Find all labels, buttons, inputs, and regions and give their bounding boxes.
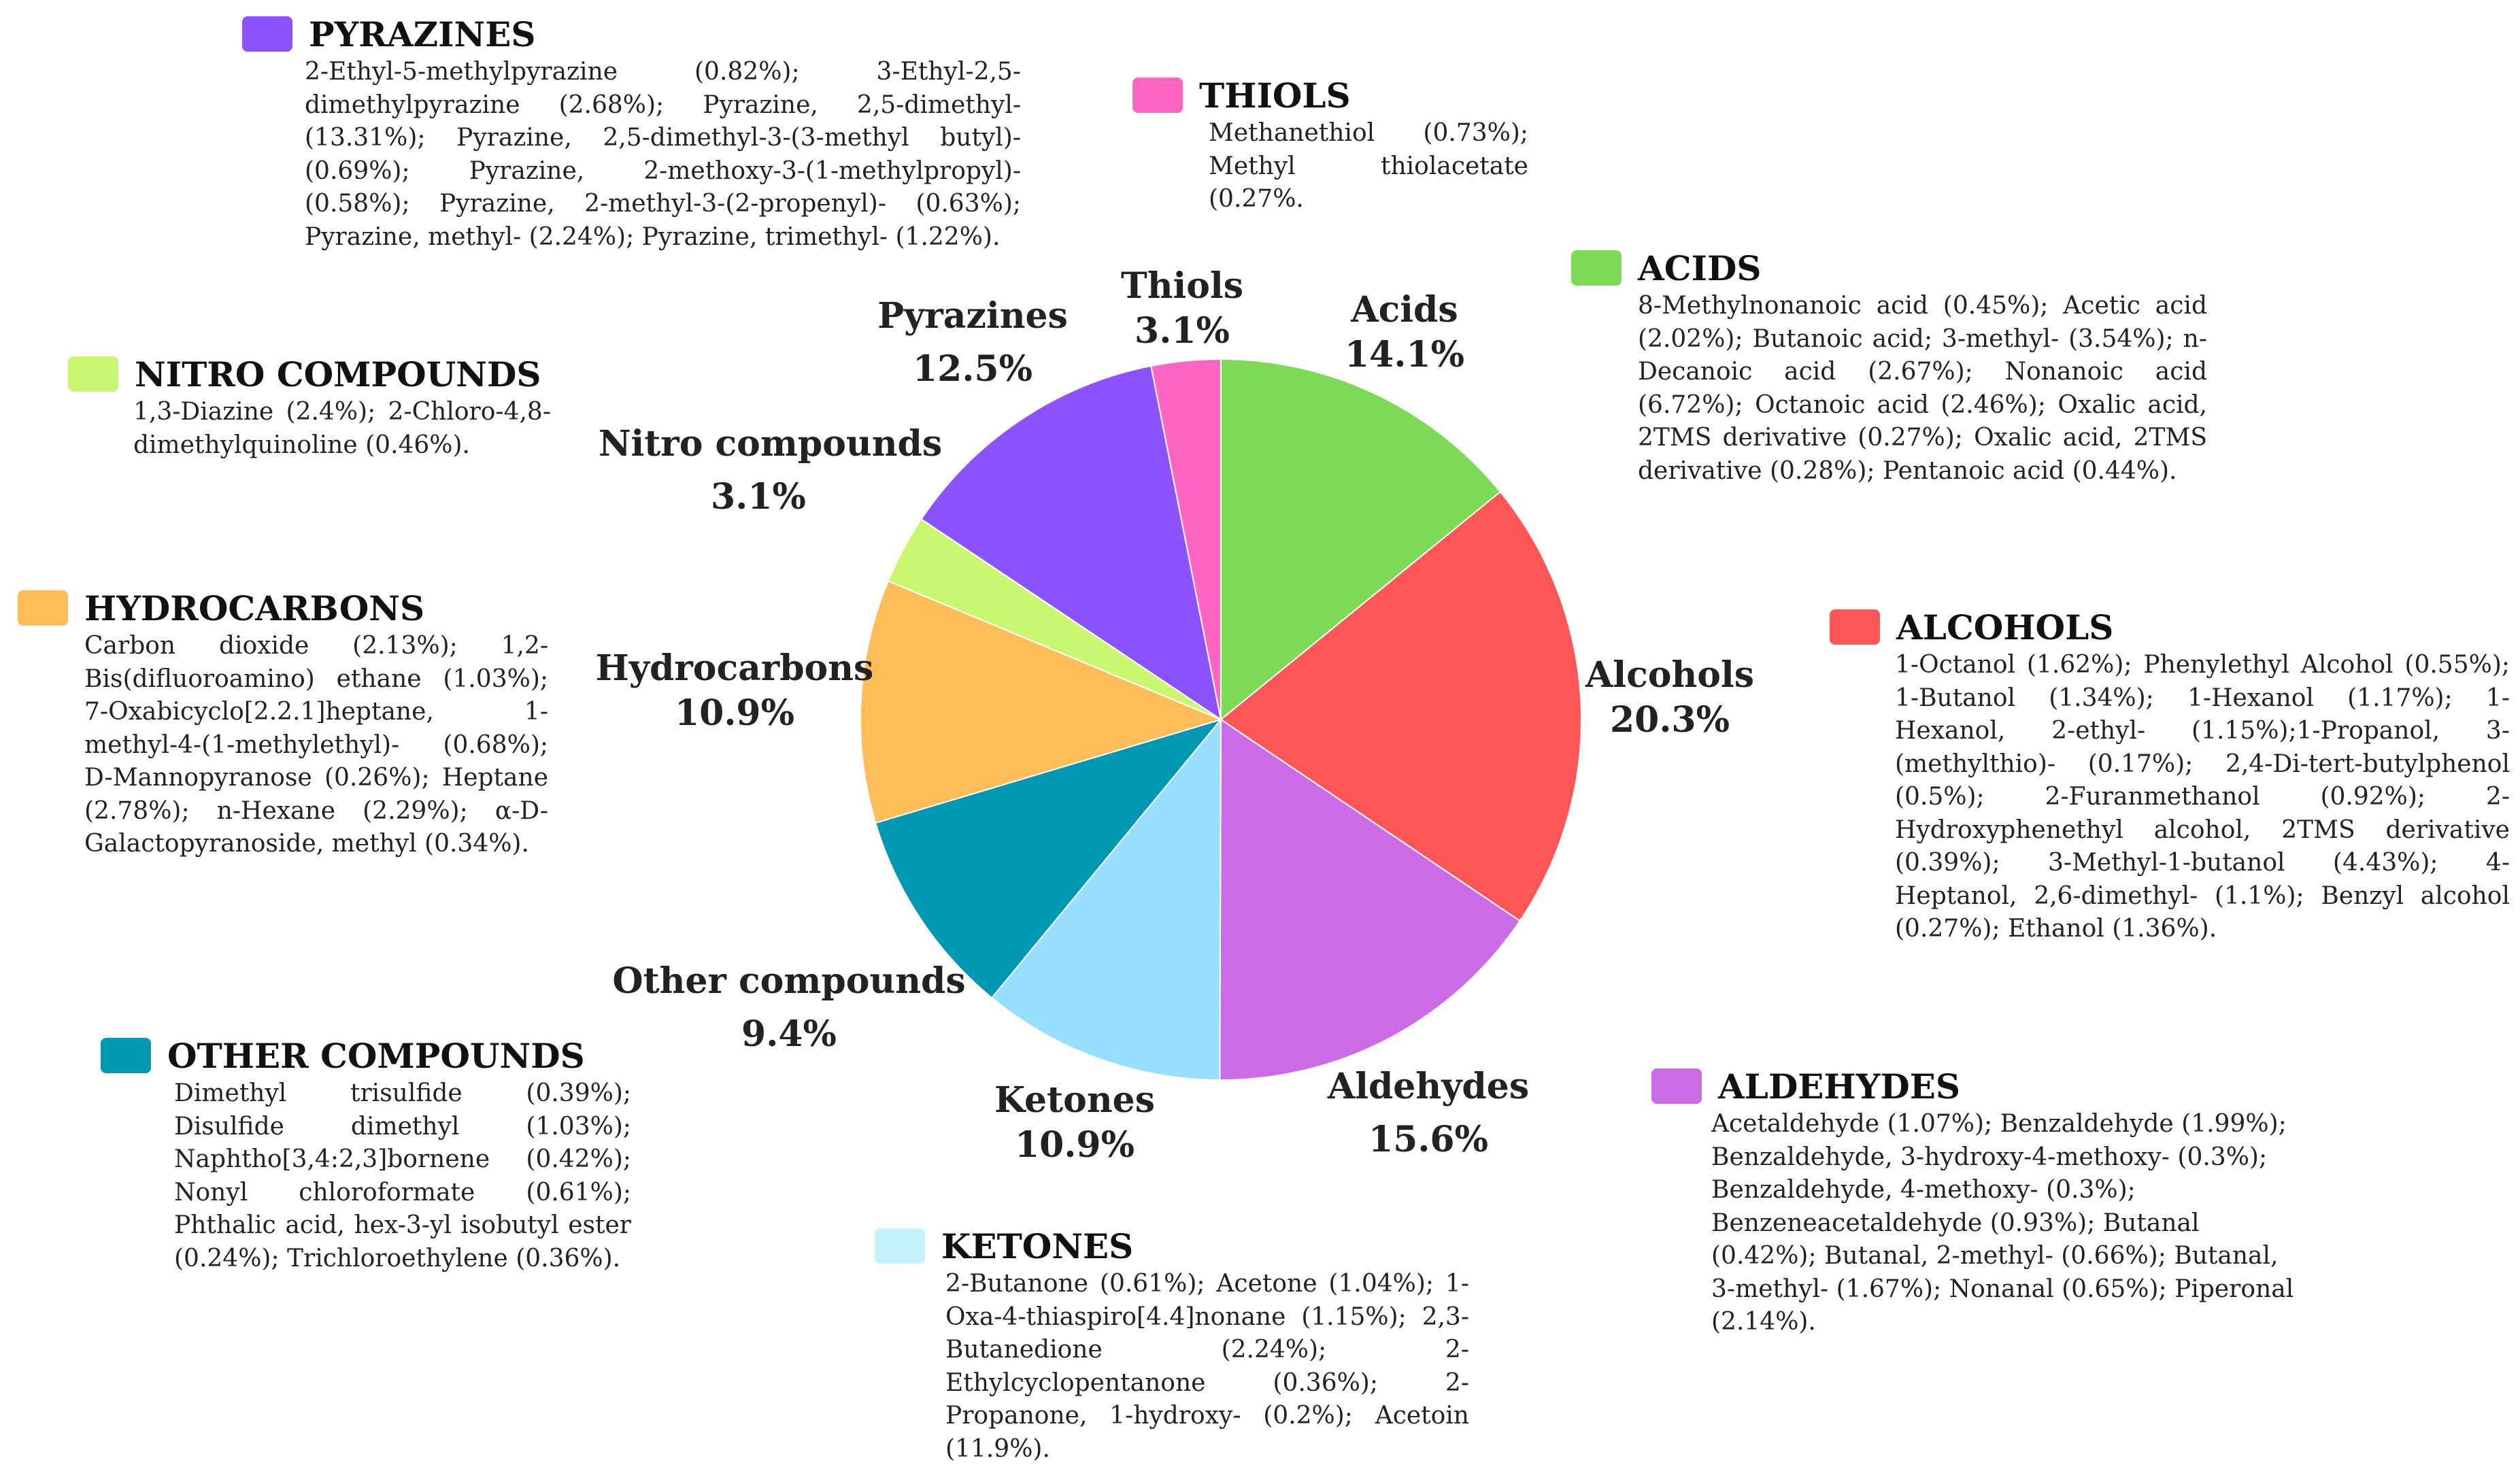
legend-nitro: NITRO COMPOUNDS 1,3-Diazine (2.4%); 2-Ch… <box>68 352 551 462</box>
legend-title: ALCOHOLS <box>1896 607 2114 647</box>
slice-label-nitro: Nitro compounds 3.1% <box>599 422 943 520</box>
alcohols-swatch <box>1830 609 1880 645</box>
legend-text: Carbon dioxide (2.13%); 1,2-Bis(difluoro… <box>84 632 548 858</box>
acids-swatch <box>1571 250 1622 286</box>
slice-name: Acids <box>1351 289 1458 331</box>
pie-slice-pyrazines <box>920 365 1222 722</box>
slice-name: Hydrocarbons <box>595 647 874 689</box>
slice-name: Aldehydes <box>1327 1066 1530 1107</box>
legend-title: PYRAZINES <box>309 14 536 54</box>
slice-label-alcohols: Alcohols 20.3% <box>1578 653 1762 743</box>
legend-text: 1-Octanol (1.62%); Phenylethyl Alcohol (… <box>1895 651 2510 943</box>
slice-name: Nitro compounds <box>599 423 943 465</box>
legend-hydrocarbons: HYDROCARBONS Carbon dioxide (2.13%); 1,2… <box>18 586 548 861</box>
slice-label-thiols: Thiols 3.1% <box>1114 264 1250 354</box>
pie-slice-aldehydes <box>1219 718 1521 1081</box>
legend-title: NITRO COMPOUNDS <box>135 354 541 394</box>
slice-label-aldehydes: Aldehydes 15.6% <box>1320 1064 1537 1162</box>
legend-alcohols: ALCOHOLS 1-Octanol (1.62%); Phenylethyl … <box>1830 605 2510 946</box>
slice-percent: 15.6% <box>1368 1119 1489 1160</box>
slice-label-acids: Acids 14.1% <box>1326 288 1483 377</box>
pyrazines-swatch <box>242 16 292 52</box>
aldehydes-swatch <box>1651 1068 1702 1104</box>
legend-title: ACIDS <box>1638 248 1762 288</box>
legend-text: Acetaldehyde (1.07%); Benzaldehyde (1.99… <box>1711 1110 2294 1336</box>
slice-name: Alcohols <box>1585 654 1754 696</box>
legend-text: Methanethiol (0.73%); Methyl thiolacetat… <box>1209 119 1528 213</box>
slice-label-hydrocarbons: Hydrocarbons 10.9% <box>585 646 884 736</box>
slice-percent: 3.1% <box>1135 310 1230 352</box>
pie-slice-other <box>875 718 1223 999</box>
legend-other: OTHER COMPOUNDS Dimethyl trisulfide (0.3… <box>101 1034 631 1275</box>
legend-text: 2-Ethyl-5-methylpyrazine (0.82%); 3-Ethy… <box>305 58 1021 251</box>
slice-percent: 12.5% <box>912 348 1033 390</box>
slice-name: Pyrazines <box>877 295 1068 337</box>
legend-text: 1,3-Diazine (2.4%); 2-Chloro-4,8-dimethy… <box>133 398 551 459</box>
slice-percent: 14.1% <box>1344 334 1465 375</box>
slice-name: Thiols <box>1121 265 1243 307</box>
slice-percent: 10.9% <box>1014 1124 1135 1166</box>
slice-label-pyrazines: Pyrazines 12.5% <box>854 294 1092 392</box>
slice-label-ketones: Ketones 10.9% <box>973 1078 1177 1168</box>
legend-title: KETONES <box>941 1226 1134 1266</box>
slice-name: Other compounds <box>612 960 966 1002</box>
pie-slice-ketones <box>990 718 1222 1081</box>
legend-ketones: KETONES 2-Butanone (0.61%); Acetone (1.0… <box>875 1224 1473 1466</box>
slice-percent: 10.9% <box>674 692 795 734</box>
slice-name: Ketones <box>994 1079 1155 1121</box>
legend-title: OTHER COMPOUNDS <box>167 1035 585 1076</box>
legend-title: ALDEHYDES <box>1718 1066 1960 1107</box>
legend-title: HYDROCARBONS <box>84 588 425 628</box>
pie-slice-alcohols <box>1220 490 1582 922</box>
legend-acids: ACIDS 8-Methylnonanoic acid (0.45%); Ace… <box>1571 246 2207 488</box>
legend-title: THIOLS <box>1199 75 1351 116</box>
other-swatch <box>101 1038 151 1073</box>
legend-pyrazines: PYRAZINES 2-Ethyl-5-methylpyrazine (0.82… <box>242 12 1021 254</box>
slice-percent: 9.4% <box>741 1013 837 1055</box>
pie-slice-thiols <box>1150 358 1222 720</box>
ketones-swatch <box>875 1228 925 1264</box>
legend-thiols: THIOLS Methanethiol (0.73%); Methyl thio… <box>1132 73 1609 216</box>
hydrocarbons-swatch <box>18 590 68 626</box>
legend-text: Dimethyl trisulfide (0.39%); Disulfide d… <box>174 1079 631 1272</box>
thiols-swatch <box>1132 78 1183 113</box>
slice-percent: 3.1% <box>711 476 806 518</box>
pie-slice-hydrocarbons <box>860 579 1223 824</box>
pie-slice-acids <box>1220 358 1502 722</box>
slice-label-other: Other compounds 9.4% <box>612 959 966 1057</box>
legend-text: 2-Butanone (0.61%); Acetone (1.04%); 1-O… <box>945 1270 1469 1463</box>
legend-text: 8-Methylnonanoic acid (0.45%); Acetic ac… <box>1638 292 2207 485</box>
legend-aldehydes: ALDEHYDES Acetaldehyde (1.07%); Benzalde… <box>1651 1064 2304 1339</box>
nitro-swatch <box>68 356 118 392</box>
slice-percent: 20.3% <box>1609 699 1730 741</box>
